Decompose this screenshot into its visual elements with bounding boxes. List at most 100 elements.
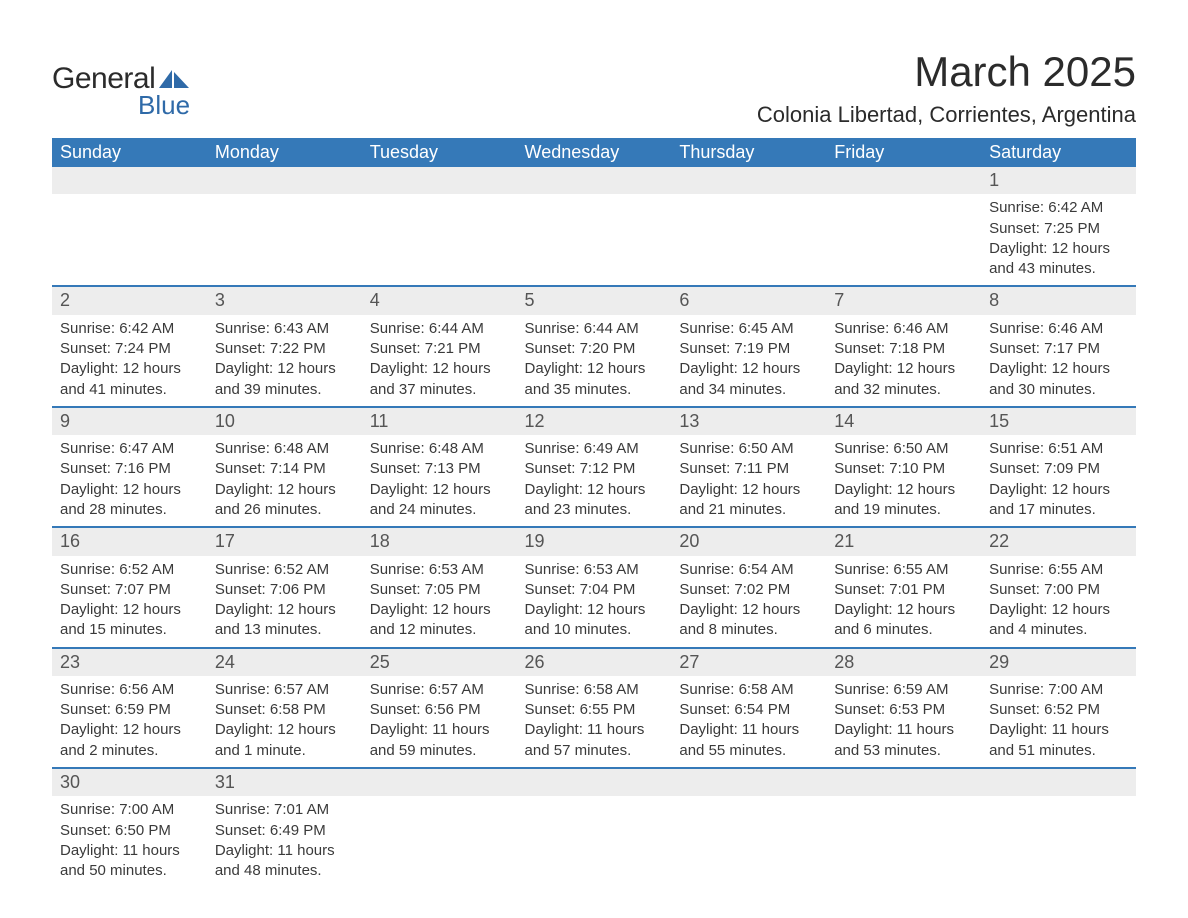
day-number: 21 <box>826 528 981 555</box>
sunrise-line: Sunrise: 6:59 AM <box>834 680 973 700</box>
sunrise-line: Sunrise: 6:55 AM <box>834 560 973 580</box>
sunset-line: Sunset: 7:04 PM <box>525 580 664 600</box>
sunset-line: Sunset: 7:06 PM <box>215 580 354 600</box>
day-details: Sunrise: 6:46 AMSunset: 7:18 PMDaylight:… <box>826 315 981 406</box>
day-number-empty <box>362 769 517 796</box>
calendar-row: 23Sunrise: 6:56 AMSunset: 6:59 PMDayligh… <box>52 648 1136 768</box>
sunset-line: Sunset: 7:20 PM <box>525 339 664 359</box>
sunrise-line: Sunrise: 6:51 AM <box>989 439 1128 459</box>
daylight-line: Daylight: 12 hours and 37 minutes. <box>370 359 509 400</box>
sunset-line: Sunset: 6:53 PM <box>834 700 973 720</box>
calendar-cell: 23Sunrise: 6:56 AMSunset: 6:59 PMDayligh… <box>52 648 207 768</box>
day-header: Sunday <box>52 138 207 167</box>
daylight-line: Daylight: 12 hours and 15 minutes. <box>60 600 199 641</box>
daylight-line: Daylight: 12 hours and 6 minutes. <box>834 600 973 641</box>
day-number: 30 <box>52 769 207 796</box>
daylight-line: Daylight: 11 hours and 51 minutes. <box>989 720 1128 761</box>
day-details: Sunrise: 6:42 AMSunset: 7:24 PMDaylight:… <box>52 315 207 406</box>
calendar-cell: 2Sunrise: 6:42 AMSunset: 7:24 PMDaylight… <box>52 286 207 406</box>
calendar-cell: 17Sunrise: 6:52 AMSunset: 7:06 PMDayligh… <box>207 527 362 647</box>
sunset-line: Sunset: 7:05 PM <box>370 580 509 600</box>
day-details: Sunrise: 6:56 AMSunset: 6:59 PMDaylight:… <box>52 676 207 767</box>
calendar-cell <box>517 167 672 286</box>
day-number: 22 <box>981 528 1136 555</box>
calendar-cell: 22Sunrise: 6:55 AMSunset: 7:00 PMDayligh… <box>981 527 1136 647</box>
day-number-empty <box>826 167 981 194</box>
daylight-line: Daylight: 12 hours and 26 minutes. <box>215 480 354 521</box>
sunset-line: Sunset: 7:17 PM <box>989 339 1128 359</box>
sunrise-line: Sunrise: 6:45 AM <box>679 319 818 339</box>
calendar-table: SundayMondayTuesdayWednesdayThursdayFrid… <box>52 138 1136 887</box>
sunset-line: Sunset: 6:49 PM <box>215 821 354 841</box>
day-details: Sunrise: 6:44 AMSunset: 7:21 PMDaylight:… <box>362 315 517 406</box>
calendar-cell: 30 Sunrise: 7:00 AMSunset: 6:50 PMDayligh… <box>52 768 207 887</box>
day-details: Sunrise: 6:59 AMSunset: 6:53 PMDaylight:… <box>826 676 981 767</box>
sunset-line: Sunset: 7:02 PM <box>679 580 818 600</box>
day-details: Sunrise: 6:48 AMSunset: 7:13 PMDaylight:… <box>362 435 517 526</box>
day-number-empty <box>517 769 672 796</box>
day-details: Sunrise: 6:50 AMSunset: 7:10 PMDaylight:… <box>826 435 981 526</box>
day-header: Saturday <box>981 138 1136 167</box>
day-number: 20 <box>671 528 826 555</box>
calendar-cell: 9Sunrise: 6:47 AMSunset: 7:16 PMDaylight… <box>52 407 207 527</box>
calendar-header-row: SundayMondayTuesdayWednesdayThursdayFrid… <box>52 138 1136 167</box>
day-number: 3 <box>207 287 362 314</box>
day-number: 25 <box>362 649 517 676</box>
sunset-line: Sunset: 7:00 PM <box>989 580 1128 600</box>
sunset-line: Sunset: 6:58 PM <box>215 700 354 720</box>
sunset-line: Sunset: 6:54 PM <box>679 700 818 720</box>
calendar-cell <box>981 768 1136 887</box>
sunset-line: Sunset: 7:21 PM <box>370 339 509 359</box>
daylight-line: Daylight: 12 hours and 21 minutes. <box>679 480 818 521</box>
sunrise-line: Sunrise: 6:46 AM <box>834 319 973 339</box>
day-number: 6 <box>671 287 826 314</box>
sunset-line: Sunset: 7:01 PM <box>834 580 973 600</box>
daylight-line: Daylight: 12 hours and 24 minutes. <box>370 480 509 521</box>
daylight-line: Daylight: 12 hours and 19 minutes. <box>834 480 973 521</box>
daylight-line: Daylight: 12 hours and 1 minute. <box>215 720 354 761</box>
day-details: Sunrise: 6:51 AMSunset: 7:09 PMDaylight:… <box>981 435 1136 526</box>
sunrise-line: Sunrise: 7:00 AM <box>60 800 199 820</box>
daylight-line: Daylight: 12 hours and 34 minutes. <box>679 359 818 400</box>
calendar-cell: 3Sunrise: 6:43 AMSunset: 7:22 PMDaylight… <box>207 286 362 406</box>
daylight-line: Daylight: 11 hours and 59 minutes. <box>370 720 509 761</box>
day-number-empty <box>671 167 826 194</box>
sunset-line: Sunset: 7:13 PM <box>370 459 509 479</box>
daylight-line: Daylight: 11 hours and 53 minutes. <box>834 720 973 761</box>
calendar-cell: 25Sunrise: 6:57 AMSunset: 6:56 PMDayligh… <box>362 648 517 768</box>
day-number: 14 <box>826 408 981 435</box>
calendar-cell <box>826 167 981 286</box>
daylight-line: Daylight: 11 hours and 50 minutes. <box>60 841 199 882</box>
day-details: Sunrise: 6:46 AMSunset: 7:17 PMDaylight:… <box>981 315 1136 406</box>
day-number: 10 <box>207 408 362 435</box>
sunrise-line: Sunrise: 6:42 AM <box>60 319 199 339</box>
calendar-row: 9Sunrise: 6:47 AMSunset: 7:16 PMDaylight… <box>52 407 1136 527</box>
title-block: March 2025 Colonia Libertad, Corrientes,… <box>757 48 1136 128</box>
day-header: Friday <box>826 138 981 167</box>
day-number: 9 <box>52 408 207 435</box>
daylight-line: Daylight: 12 hours and 12 minutes. <box>370 600 509 641</box>
sunrise-line: Sunrise: 6:48 AM <box>215 439 354 459</box>
day-number-empty <box>981 769 1136 796</box>
day-number: 19 <box>517 528 672 555</box>
sunset-line: Sunset: 6:55 PM <box>525 700 664 720</box>
day-number: 31 <box>207 769 362 796</box>
day-number: 2 <box>52 287 207 314</box>
day-number-empty <box>826 769 981 796</box>
sunset-line: Sunset: 7:14 PM <box>215 459 354 479</box>
day-header: Thursday <box>671 138 826 167</box>
daylight-line: Daylight: 12 hours and 13 minutes. <box>215 600 354 641</box>
sunrise-line: Sunrise: 6:44 AM <box>370 319 509 339</box>
calendar-body: 1Sunrise: 6:42 AMSunset: 7:25 PMDaylight… <box>52 167 1136 887</box>
sunrise-line: Sunrise: 6:58 AM <box>679 680 818 700</box>
calendar-cell: 10 Sunrise: 6:48 AMSunset: 7:14 PMDayligh… <box>207 407 362 527</box>
sunrise-line: Sunrise: 6:44 AM <box>525 319 664 339</box>
sunrise-line: Sunrise: 6:46 AM <box>989 319 1128 339</box>
sunrise-line: Sunrise: 6:50 AM <box>834 439 973 459</box>
daylight-line: Daylight: 12 hours and 32 minutes. <box>834 359 973 400</box>
sunset-line: Sunset: 6:50 PM <box>60 821 199 841</box>
day-number: 26 <box>517 649 672 676</box>
logo: General Blue <box>52 62 190 121</box>
sunrise-line: Sunrise: 6:57 AM <box>215 680 354 700</box>
calendar-row: 1Sunrise: 6:42 AMSunset: 7:25 PMDaylight… <box>52 167 1136 286</box>
